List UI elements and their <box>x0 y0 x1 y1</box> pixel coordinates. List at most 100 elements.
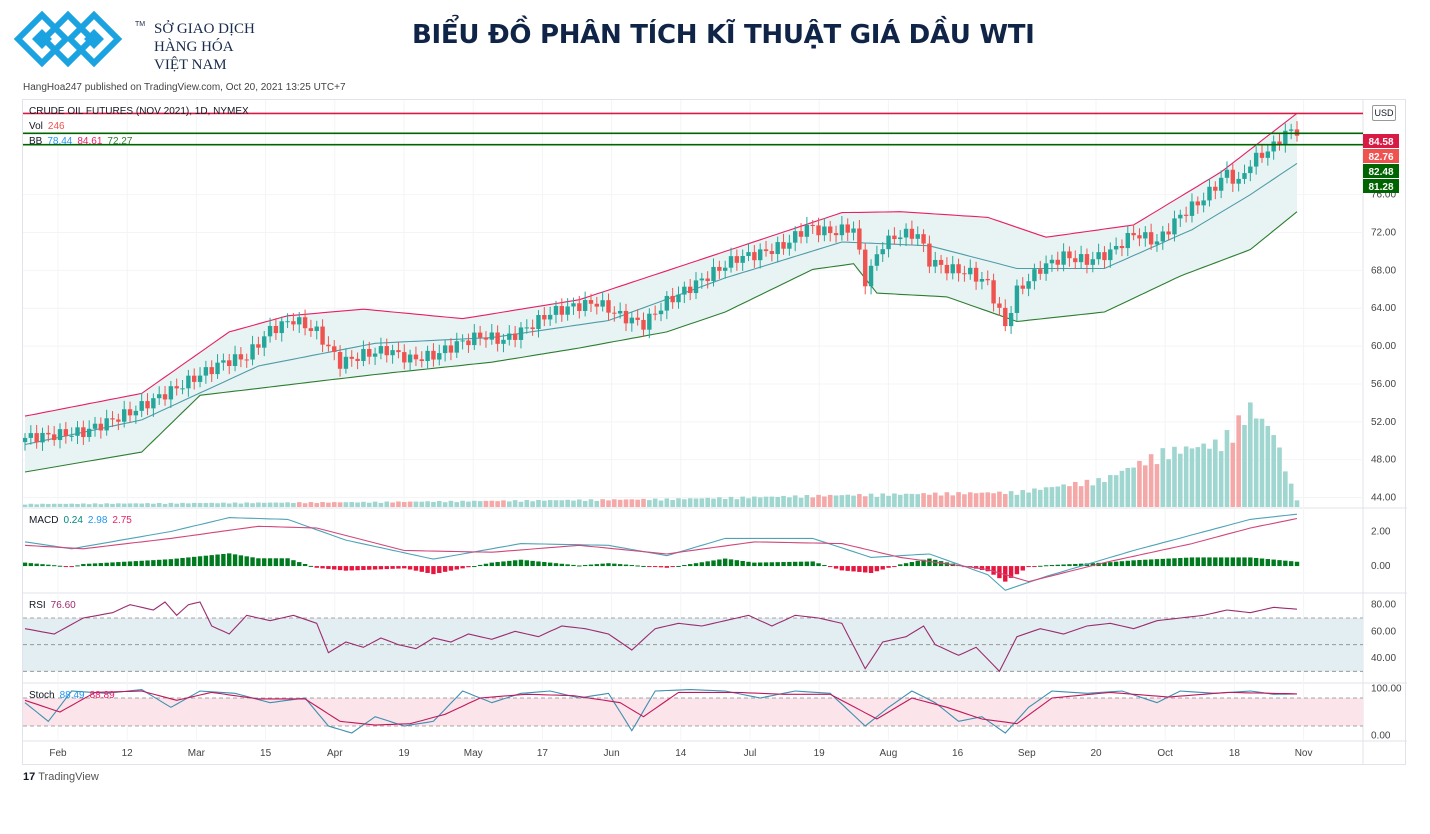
volume-bar <box>1288 483 1294 507</box>
macd-histogram-bar <box>402 566 407 569</box>
candle <box>186 375 191 389</box>
candle <box>367 348 372 357</box>
candle <box>676 294 681 303</box>
macd-tick-label: 0.00 <box>1371 561 1391 572</box>
macd-histogram-bar <box>658 566 664 568</box>
macd-histogram-bar <box>1119 561 1125 567</box>
volume-bar <box>466 501 471 507</box>
macd-histogram-bar <box>1008 566 1014 578</box>
chart-frame[interactable]: Feb 12 Mar 15 Apr 19 May 17 Jun 14 Jul 19 Aug 16 Sep 20… <box>22 99 1407 766</box>
candle <box>477 332 483 338</box>
volume-bar <box>238 503 244 507</box>
volume-bar <box>845 494 851 507</box>
volume-bar <box>40 503 45 507</box>
candle <box>752 252 757 261</box>
volume-bar <box>1078 486 1084 507</box>
candle <box>297 317 302 325</box>
rsi-legend[interactable]: RSI 76.60 <box>29 600 76 611</box>
candle <box>121 409 127 422</box>
brand-logo: TM SỞ GIAO DỊCH HÀNG HÓA VIỆT NAM <box>13 8 264 73</box>
volume-bar <box>1218 451 1224 507</box>
bb-legend[interactable]: BB 78.44 84.61 72.27 <box>29 136 132 147</box>
volume-bar <box>1043 487 1049 507</box>
macd-histogram-bar <box>717 559 722 567</box>
volume-bar <box>874 496 880 507</box>
macd-histogram-bar <box>133 561 139 567</box>
macd-histogram-bar <box>437 566 442 573</box>
volume-bar <box>693 498 699 507</box>
brand-name: SỞ GIAO DỊCH HÀNG HÓA VIỆT NAM <box>154 20 255 74</box>
macd-histogram-bar <box>787 561 792 567</box>
x-tick-label: 12 <box>122 748 134 759</box>
tradingview-logo[interactable]: 17 TradingView <box>23 771 99 783</box>
volume-legend[interactable]: Vol 246 <box>29 121 65 132</box>
macd-histogram-bar <box>168 559 174 567</box>
volume-bar <box>623 499 629 507</box>
candle <box>419 359 424 362</box>
symbol-legend[interactable]: CRUDE OIL FUTURES (NOV 2021), 1D, NYMEX <box>29 106 254 117</box>
volume-bar <box>810 497 816 507</box>
x-tick-label: Jun <box>604 748 620 759</box>
currency-badge[interactable]: USD <box>1372 105 1396 121</box>
candle <box>1160 231 1165 242</box>
chart-canvas[interactable]: Feb 12 Mar 15 Apr 19 May 17 Jun 14 Jul 19 Aug 16 Sep 20… <box>23 100 1407 766</box>
volume-bar <box>822 496 827 507</box>
stoch-legend[interactable]: Stoch 88.49 88.89 <box>29 690 115 701</box>
macd-histogram-bar <box>804 561 810 567</box>
macd-histogram-bar <box>1218 557 1224 567</box>
macd-histogram-bar <box>623 564 629 567</box>
macd-legend[interactable]: MACD 0.24 2.98 2.75 <box>29 515 132 526</box>
macd-histogram-bar <box>1253 557 1259 567</box>
macd-histogram-bar <box>606 563 611 567</box>
volume-bar <box>1026 492 1031 507</box>
macd-histogram-bar <box>349 566 354 571</box>
volume-bar <box>594 500 600 507</box>
macd-histogram-bar <box>740 560 745 567</box>
candle <box>209 367 214 375</box>
macd-histogram-bar <box>454 566 459 570</box>
candle <box>536 315 541 329</box>
price-label-bg <box>1363 164 1399 178</box>
macd-histogram-bar <box>1125 560 1130 567</box>
volume-bar <box>553 500 559 507</box>
volume-bar <box>757 497 763 507</box>
macd-histogram-bar <box>489 562 494 567</box>
volume-bar <box>1067 486 1072 507</box>
macd-histogram-bar <box>518 559 524 567</box>
y-tick-label: 52.00 <box>1371 417 1396 428</box>
macd-histogram-bar <box>979 566 985 570</box>
candle <box>466 340 471 346</box>
macd-histogram-bar <box>267 558 273 567</box>
candle <box>460 340 465 342</box>
macd-histogram-bar <box>384 566 389 570</box>
candle <box>804 225 810 237</box>
candle <box>116 419 121 422</box>
stoch-tick-label: 0.00 <box>1371 730 1391 741</box>
volume-bar <box>682 499 687 507</box>
y-tick-label: 60.00 <box>1371 341 1396 352</box>
macd-histogram-bar <box>34 563 39 567</box>
brand-line: HÀNG HÓA <box>154 39 234 55</box>
volume-bar <box>308 502 314 507</box>
x-tick-label: Mar <box>188 748 206 759</box>
volume-bar <box>331 502 337 507</box>
candle <box>944 264 950 274</box>
volume-bar <box>530 501 535 507</box>
volume-bar <box>75 504 80 507</box>
macd-histogram-bar <box>629 565 635 567</box>
candle <box>332 346 337 353</box>
volume-bar <box>98 504 104 507</box>
candle <box>337 352 343 369</box>
candle <box>775 242 780 255</box>
macd-histogram-bar <box>1020 566 1025 571</box>
candle <box>652 313 658 315</box>
volume-bar <box>291 502 296 507</box>
macd-histogram-bar <box>1288 561 1294 567</box>
stoch-d-line <box>24 690 1298 726</box>
volume-bar <box>816 494 821 507</box>
volume-bar <box>1242 425 1247 507</box>
volume-bar <box>991 493 996 507</box>
candle <box>250 344 255 360</box>
macd-histogram-bar <box>582 565 588 567</box>
volume-bar <box>390 502 395 507</box>
